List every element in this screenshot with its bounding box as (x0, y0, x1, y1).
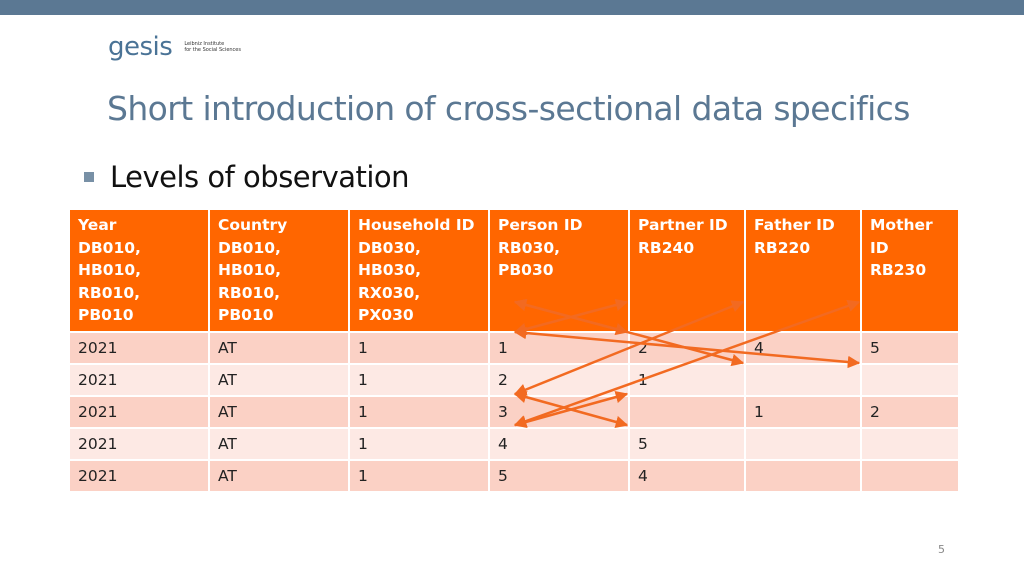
table-cell: 2 (629, 331, 746, 365)
table-cell: 1 (745, 395, 862, 429)
table-cell: 1 (349, 427, 490, 461)
table-cell: 5 (489, 459, 630, 493)
table-row: 2021 AT 1 3 1 2 (70, 395, 960, 429)
column-header: Partner ID RB240 (629, 210, 746, 333)
table-cell: 1 (349, 331, 490, 365)
table-cell: 2 (861, 395, 960, 429)
header-line: ID (870, 238, 889, 257)
table-cell: 1 (349, 363, 490, 397)
table-cell (629, 395, 746, 429)
table-cell: 2 (489, 363, 630, 397)
table-cell: AT (209, 427, 350, 461)
slide-title: Short introduction of cross-sectional da… (107, 89, 910, 128)
logo-subtitle-line2: for the Social Sciences (184, 47, 241, 53)
table-cell: 1 (489, 331, 630, 365)
table-cell: AT (209, 459, 350, 493)
logo-subtitle-line1: Leibniz Institute (184, 41, 225, 47)
header-line: RB230 (870, 261, 927, 279)
table-cell: 1 (349, 395, 490, 429)
logo-word: gesis (108, 32, 173, 62)
header-line: Mother (870, 216, 933, 234)
observation-table: Year DB010, HB010, RB010, PB010 Country DB01… (70, 210, 960, 493)
table-cell: 2021 (70, 331, 210, 365)
table-header-row: Year DB010, HB010, RB010, PB010 Country DB01… (70, 210, 960, 333)
column-header: Mother ID RB230 (861, 210, 960, 333)
table-cell: 2021 (70, 363, 210, 397)
table-cell: AT (209, 363, 350, 397)
table-cell: 5 (629, 427, 746, 461)
table-row: 2021 AT 1 5 4 (70, 459, 960, 493)
column-header: Person ID RB030, PB030 (489, 210, 630, 333)
table-cell: 1 (349, 459, 490, 493)
header-line: RB010, PB010 (218, 283, 280, 325)
header-line: Year (78, 216, 117, 234)
top-bar (0, 0, 1024, 15)
table-cell: 4 (745, 331, 862, 365)
table-cell (745, 427, 862, 461)
header-line: RB010, PB010 (78, 283, 140, 325)
table-cell: 3 (489, 395, 630, 429)
header-line: RB240 (638, 238, 695, 257)
table-cell (745, 363, 862, 397)
table-cell: 2021 (70, 395, 210, 429)
table-cell: 5 (861, 331, 960, 365)
table-cell (745, 459, 862, 493)
header-line: DB010, HB010, (218, 238, 282, 280)
header-line: DB010, HB010, (78, 238, 142, 280)
logo-subtitle: Leibniz Institute for the Social Science… (184, 41, 241, 53)
header-line: Household ID (358, 216, 475, 234)
table-cell: 2021 (70, 459, 210, 493)
header-line: RX030, PX030 (358, 283, 421, 325)
header-line: Father ID (754, 216, 835, 234)
table-row: 2021 AT 1 4 5 (70, 427, 960, 461)
header-line: Person ID (498, 216, 583, 234)
table-cell (861, 459, 960, 493)
table-cell: 4 (489, 427, 630, 461)
table-cell: 4 (629, 459, 746, 493)
header-line: RB030, PB030 (498, 238, 560, 280)
column-header: Father ID RB220 (745, 210, 862, 333)
page-number: 5 (938, 543, 945, 556)
column-header: Country DB010, HB010, RB010, PB010 (209, 210, 350, 333)
table-cell (861, 363, 960, 397)
column-header: Year DB010, HB010, RB010, PB010 (70, 210, 210, 333)
table-row: 2021 AT 1 2 1 (70, 363, 960, 397)
table-cell: AT (209, 395, 350, 429)
header-line: RB220 (754, 238, 811, 257)
table-row: 2021 AT 1 1 2 4 5 (70, 331, 960, 365)
table-cell: AT (209, 331, 350, 365)
gesis-logo: gesis Leibniz Institute for the Social S… (108, 34, 241, 60)
header-line: DB030, HB030, (358, 238, 422, 280)
table-cell: 1 (629, 363, 746, 397)
table-cell (861, 427, 960, 461)
header-line: Partner ID (638, 216, 728, 234)
bullet-square-icon (84, 172, 94, 182)
table-cell: 2021 (70, 427, 210, 461)
column-header: Household ID DB030, HB030, RX030, PX030 (349, 210, 490, 333)
bullet-text: Levels of observation (110, 160, 410, 194)
header-line: Country (218, 216, 288, 234)
